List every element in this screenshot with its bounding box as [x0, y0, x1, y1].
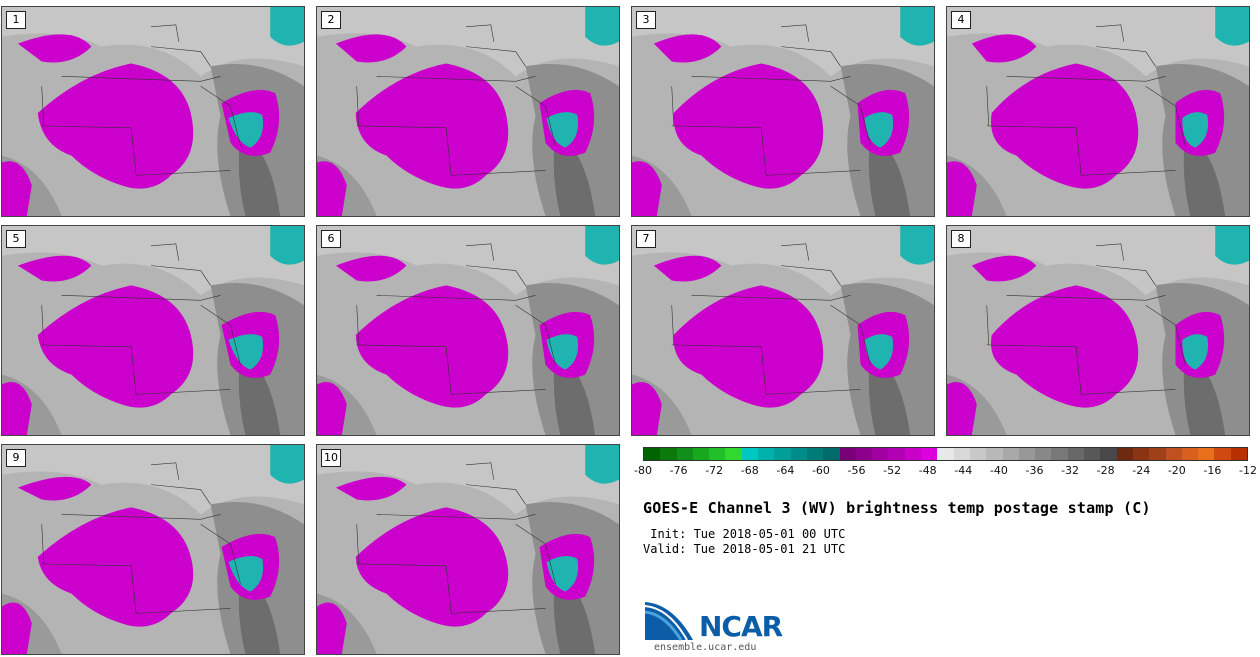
colorbar-swatch	[806, 448, 824, 460]
panel-number: 9	[6, 449, 26, 467]
init-time: Init: Tue 2018-05-01 00 UTC	[643, 527, 846, 541]
colorbar-tick-label: -12	[1239, 464, 1257, 477]
colorbar-swatch	[1181, 448, 1199, 460]
colorbar-tick-label: -24	[1132, 464, 1151, 477]
colorbar-swatch	[872, 448, 889, 460]
colorbar-swatch	[953, 448, 970, 460]
colorbar-tick-label: -72	[705, 464, 724, 477]
colorbar-swatch	[1116, 448, 1133, 460]
colorbar-tick-label: -44	[954, 464, 973, 477]
colorbar-swatch	[888, 448, 905, 460]
satellite-map-image	[2, 7, 304, 216]
colorbar-tick-label: -64	[776, 464, 795, 477]
ensemble-member-panel-9: 9	[1, 444, 305, 655]
satellite-map-image	[632, 7, 934, 216]
colorbar-swatch	[1132, 448, 1150, 460]
valid-time: Valid: Tue 2018-05-01 21 UTC	[643, 542, 846, 556]
colorbar-swatch	[969, 448, 987, 460]
ensemble-member-panel-1: 1	[1, 6, 305, 217]
satellite-map-image	[947, 226, 1249, 435]
colorbar-swatch	[1084, 448, 1101, 460]
colorbar-tick-label: -76	[669, 464, 688, 477]
ensemble-member-panel-8: 8	[946, 225, 1250, 436]
panel-number: 8	[951, 230, 971, 248]
colorbar-swatch	[1067, 448, 1085, 460]
colorbar-ticks: -80 -76 -72 -68 -64 -60 -56 -52 -48 -44 -40 -36 -32 -…	[634, 464, 1257, 482]
colorbar-swatch	[1018, 448, 1036, 460]
colorbar-tick-label: -36	[1025, 464, 1044, 477]
colorbar-swatch	[790, 448, 807, 460]
ensemble-member-panel-10: 10	[316, 444, 620, 655]
logo-url: ensemble.ucar.edu	[654, 642, 757, 653]
ensemble-member-panel-6: 6	[316, 225, 620, 436]
colorbar-swatch	[921, 448, 938, 460]
colorbar-swatch	[937, 448, 954, 460]
ensemble-member-panel-2: 2	[316, 6, 620, 217]
colorbar-swatch	[644, 448, 661, 460]
colorbar-swatch	[741, 448, 759, 460]
satellite-map-image	[2, 226, 304, 435]
ncar-logo-icon	[644, 602, 693, 641]
panel-number: 2	[321, 11, 341, 29]
colorbar-swatch	[1002, 448, 1019, 460]
colorbar-tick-label: -28	[1096, 464, 1115, 477]
colorbar-tick-label: -60	[811, 464, 830, 477]
panel-number: 3	[636, 11, 656, 29]
colorbar-swatch	[823, 448, 840, 460]
colorbar-tick-label: -16	[1203, 464, 1222, 477]
satellite-map-image	[632, 226, 934, 435]
colorbar-tick-label: -56	[847, 464, 866, 477]
satellite-map-image	[947, 7, 1249, 216]
colorbar-swatch	[904, 448, 922, 460]
colorbar-tick-label: -20	[1167, 464, 1186, 477]
colorbar-swatch	[725, 448, 742, 460]
temperature-colorbar	[643, 447, 1248, 461]
colorbar-swatch	[1051, 448, 1068, 460]
satellite-map-image	[2, 445, 304, 654]
ensemble-member-panel-3: 3	[631, 6, 935, 217]
satellite-map-image	[317, 445, 619, 654]
panel-number: 6	[321, 230, 341, 248]
satellite-map-image	[317, 226, 619, 435]
colorbar-swatch	[839, 448, 856, 460]
colorbar-swatch	[1230, 448, 1247, 460]
satellite-map-image	[317, 7, 619, 216]
panel-number: 7	[636, 230, 656, 248]
colorbar-swatch	[660, 448, 677, 460]
colorbar-swatch	[1198, 448, 1215, 460]
colorbar-tick-label: -68	[740, 464, 759, 477]
ensemble-member-panel-5: 5	[1, 225, 305, 436]
panel-number: 1	[6, 11, 26, 29]
colorbar-swatch	[1100, 448, 1117, 460]
colorbar-swatch	[676, 448, 693, 460]
colorbar-swatch	[1149, 448, 1166, 460]
colorbar-swatch	[692, 448, 710, 460]
colorbar-swatch	[758, 448, 775, 460]
colorbar-swatch	[1165, 448, 1182, 460]
ensemble-member-panel-4: 4	[946, 6, 1250, 217]
colorbar-swatch	[855, 448, 873, 460]
colorbar-swatch	[1214, 448, 1231, 460]
colorbar-tick-label: -80	[634, 464, 652, 477]
panel-number: 10	[321, 449, 341, 467]
ensemble-member-panel-7: 7	[631, 225, 935, 436]
colorbar-tick-label: -52	[883, 464, 902, 477]
colorbar-tick-label: -40	[989, 464, 1008, 477]
colorbar-swatch	[986, 448, 1003, 460]
figure-title: GOES-E Channel 3 (WV) brightness temp po…	[643, 499, 1151, 517]
colorbar-swatch	[1035, 448, 1052, 460]
colorbar-tick-label: -48	[918, 464, 937, 477]
colorbar-swatch	[709, 448, 726, 460]
colorbar-tick-label: -32	[1061, 464, 1080, 477]
panel-number: 5	[6, 230, 26, 248]
logo-name: NCAR	[699, 610, 783, 643]
panel-number: 4	[951, 11, 971, 29]
colorbar-swatch	[774, 448, 791, 460]
